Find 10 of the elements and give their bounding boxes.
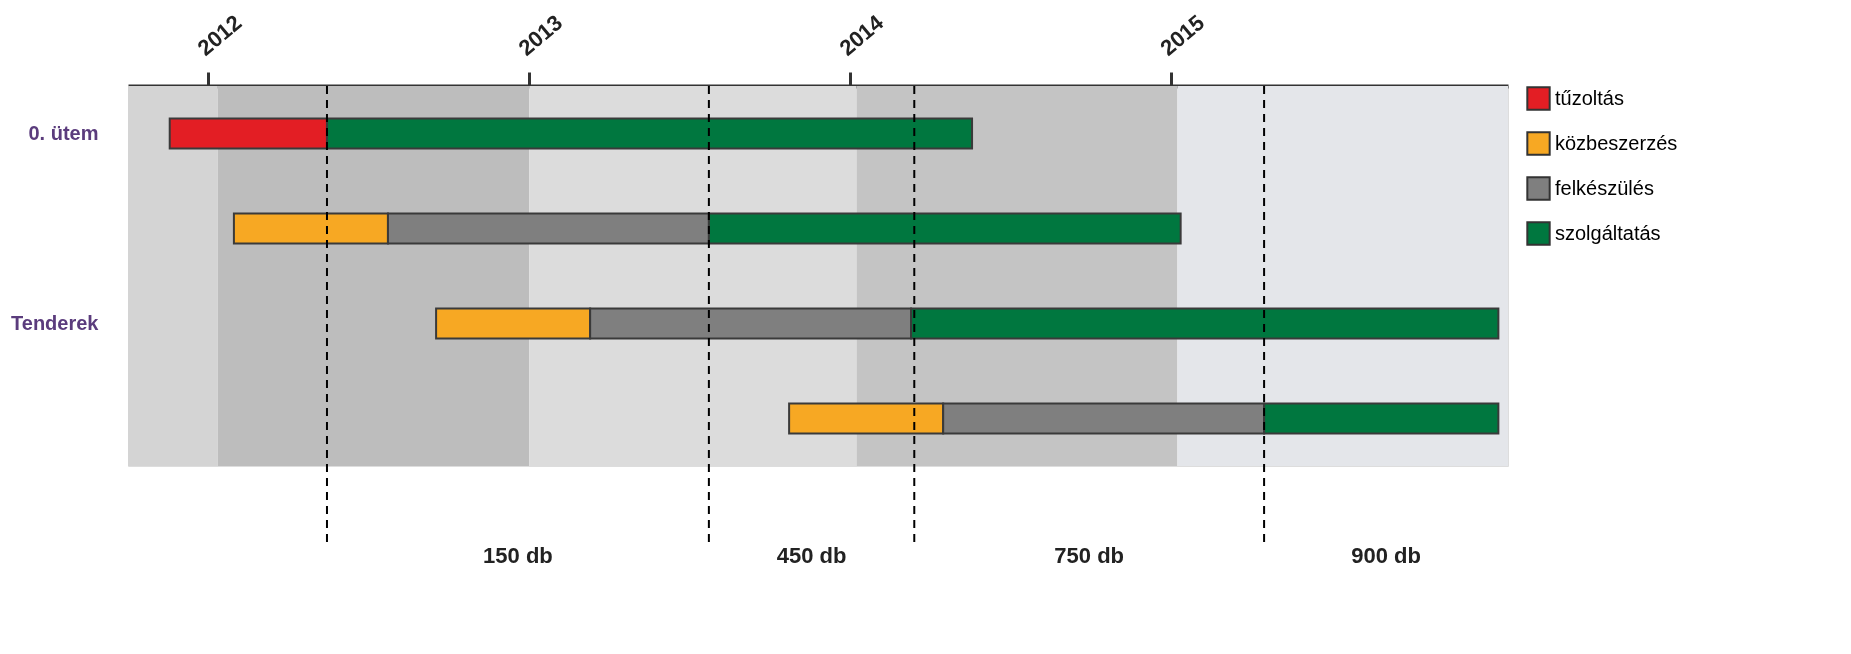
text: 450 db [776, 543, 847, 568]
y-tick-label: Tenderek [11, 311, 100, 334]
text: 750 db [1054, 543, 1125, 568]
legend-label: felkészülés [1555, 176, 1654, 199]
legend-label: tűzoltás [1555, 86, 1624, 109]
text: 150 db [483, 543, 553, 568]
legend-label: közbeszerzés [1555, 131, 1678, 154]
text: 900 db [1351, 543, 1421, 568]
y-tick-label: 0. ütem [28, 121, 99, 144]
legend-label: szolgáltatás [1555, 221, 1661, 244]
